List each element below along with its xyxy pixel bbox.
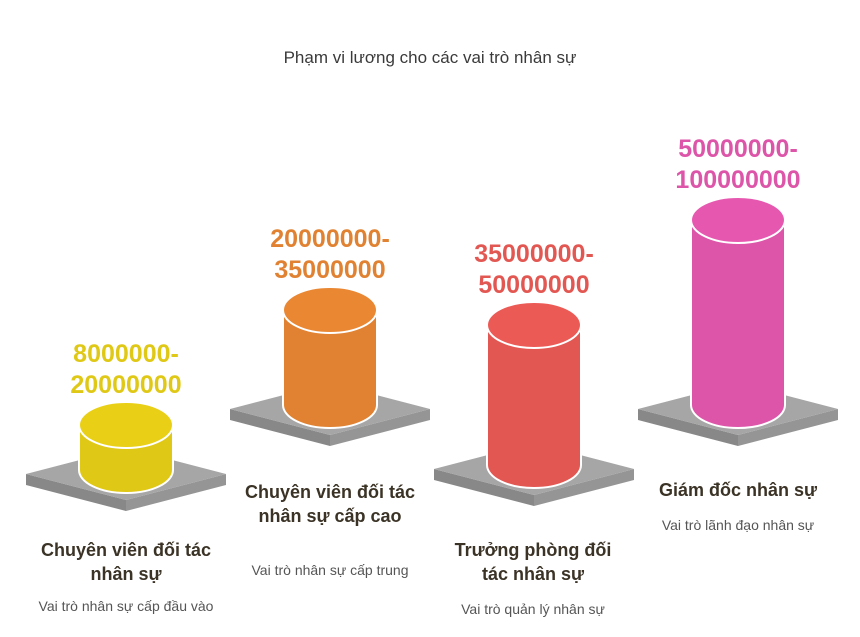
- bar-0: 8000000-20000000: [26, 340, 226, 511]
- platform-right-2: [534, 469, 634, 506]
- description-1: Vai trò nhân sự cấp trung: [251, 562, 409, 578]
- cylinder-top-3: [690, 196, 786, 244]
- category-label-3: Giám đốc nhân sự: [658, 480, 818, 500]
- bar-2: 35000000-50000000: [434, 240, 634, 506]
- cylinder-top-1: [282, 286, 378, 334]
- cylinder-body-1: [282, 309, 378, 429]
- cylinder-body-3: [690, 219, 786, 429]
- bar-1: 20000000-35000000: [230, 225, 430, 446]
- platform-left-2: [434, 469, 534, 506]
- description-2: Vai trò quản lý nhân sự: [461, 601, 605, 617]
- range-label-2: 35000000-50000000: [474, 240, 594, 299]
- description-3: Vai trò lãnh đạo nhân sự: [661, 517, 815, 533]
- category-label-1: Chuyên viên đối tác nhân sự cấp cao: [244, 482, 416, 526]
- category-label-2: Trưởng phòng đối tác nhân sự: [454, 540, 612, 584]
- range-label-1: 20000000-35000000: [270, 225, 390, 284]
- description-0: Vai trò nhân sự cấp đầu vào: [38, 598, 214, 614]
- bar-3: 50000000-100000000: [638, 135, 838, 446]
- platform-right-3: [738, 409, 838, 446]
- platform-right-1: [330, 409, 430, 446]
- cylinder-body-2: [486, 324, 582, 489]
- platform-left-0: [26, 474, 126, 511]
- chart-title: Phạm vi lương cho các vai trò nhân sự: [283, 48, 577, 67]
- platform-left-3: [638, 409, 738, 446]
- platform-left-1: [230, 409, 330, 446]
- platform-right-0: [126, 474, 226, 511]
- range-label-3: 50000000-100000000: [675, 135, 800, 194]
- range-label-0: 8000000-20000000: [70, 340, 181, 399]
- cylinder-top-0: [78, 401, 174, 449]
- cylinder-top-2: [486, 301, 582, 349]
- category-label-0: Chuyên viên đối tác nhân sự: [40, 540, 212, 584]
